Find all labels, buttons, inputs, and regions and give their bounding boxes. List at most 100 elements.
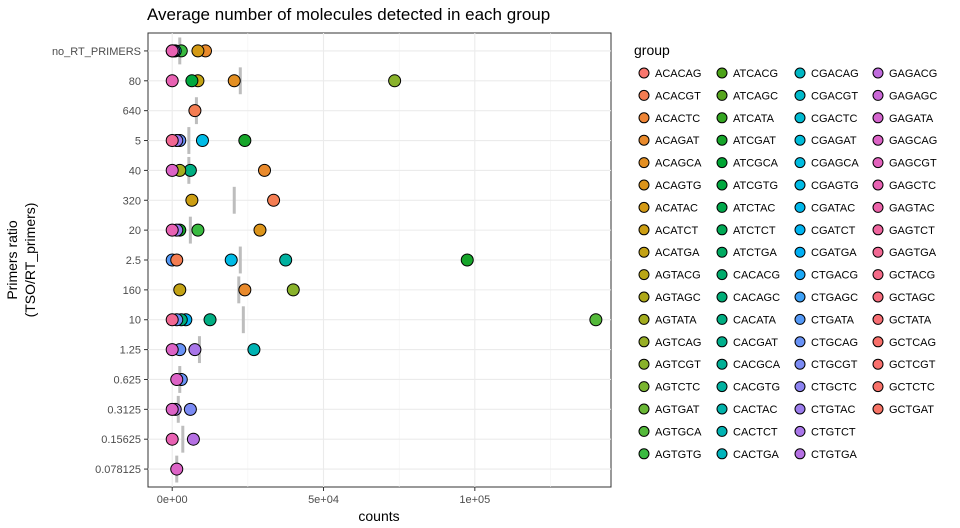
x-tick-label: 5e+04 — [308, 494, 339, 506]
y-tick-label: 20 — [129, 225, 141, 237]
legend-key — [716, 179, 728, 191]
legend-label: GAGTCT — [889, 225, 935, 237]
legend-key — [638, 336, 650, 348]
legend-key — [638, 425, 650, 437]
legend-label: CACGTG — [733, 382, 780, 394]
legend-key — [794, 448, 806, 460]
y-tick-label: 0.078125 — [95, 464, 141, 476]
legend-label: GCTGAT — [889, 404, 934, 416]
legend-key — [872, 67, 884, 79]
legend-label: AGTACG — [655, 270, 701, 282]
y-axis-title-line1: Primers ratio — [4, 220, 20, 300]
data-point — [165, 163, 179, 177]
data-point — [238, 283, 252, 297]
legend-label: CACGCA — [733, 359, 781, 371]
legend-label: CTGCGT — [811, 359, 858, 371]
legend-label: GAGAGC — [889, 90, 937, 102]
legend-label: ACAGAT — [655, 135, 700, 147]
legend-label: GAGCAG — [889, 135, 937, 147]
legend-key — [716, 246, 728, 258]
data-point — [170, 462, 184, 476]
legend-label: GCTATA — [889, 314, 932, 326]
legend-label: AGTGAT — [655, 404, 700, 416]
data-point — [173, 283, 187, 297]
legend-key — [872, 134, 884, 146]
legend-key — [794, 313, 806, 325]
y-tick-label: 1.25 — [120, 345, 141, 357]
x-tick-label: 0e+00 — [157, 494, 188, 506]
data-point — [224, 253, 238, 267]
legend-label: AGTGTG — [655, 449, 701, 461]
legend-key — [638, 246, 650, 258]
legend-key — [716, 134, 728, 146]
legend-key — [638, 179, 650, 191]
legend-key — [638, 201, 650, 213]
legend-label: ATCATA — [733, 113, 775, 125]
legend-label: ACATAC — [655, 202, 698, 214]
legend-label: CTGATA — [811, 314, 855, 326]
legend-label: ATCTAC — [733, 202, 775, 214]
legend-key — [872, 224, 884, 236]
legend-label: CGACAG — [811, 68, 859, 80]
y-axis-title-line2: (TSO/RT_primers) — [22, 203, 38, 318]
legend-label: ATCGTG — [733, 180, 778, 192]
data-point — [238, 134, 252, 148]
data-point — [165, 432, 179, 446]
legend-key — [794, 336, 806, 348]
data-point — [165, 343, 179, 357]
y-tick-label: 0.625 — [113, 374, 141, 386]
data-point — [258, 163, 272, 177]
data-point — [203, 313, 217, 327]
data-point — [170, 253, 184, 267]
legend-key — [872, 201, 884, 213]
data-point — [188, 104, 202, 118]
legend-label: CGATCT — [811, 225, 856, 237]
data-point — [165, 74, 179, 88]
data-point — [286, 283, 300, 297]
y-tick-label: 640 — [123, 106, 141, 118]
legend-key — [794, 403, 806, 415]
legend-label: CGAGCA — [811, 158, 859, 170]
legend-label: CACAGC — [733, 292, 780, 304]
legend-key — [716, 112, 728, 124]
legend-label: GAGACG — [889, 68, 937, 80]
data-point — [388, 74, 402, 88]
legend-key — [638, 112, 650, 124]
legend-key — [716, 358, 728, 370]
legend-key — [638, 403, 650, 415]
legend-key — [638, 358, 650, 370]
data-point — [183, 402, 197, 416]
data-point — [253, 223, 267, 237]
legend-key — [872, 179, 884, 191]
legend-label: CGAGTG — [811, 180, 859, 192]
legend-key — [872, 112, 884, 124]
legend-label: ACATGA — [655, 247, 700, 259]
legend-key — [872, 269, 884, 281]
chart-title: Average number of molecules detected in … — [147, 5, 550, 24]
legend-label: CACACG — [733, 270, 780, 282]
legend-key — [794, 269, 806, 281]
legend-key — [794, 201, 806, 213]
legend-label: CGAGAT — [811, 135, 857, 147]
data-point — [279, 253, 293, 267]
legend-key — [716, 448, 728, 460]
data-point — [195, 134, 209, 148]
legend-key — [794, 246, 806, 258]
legend-label: ACAGTG — [655, 180, 701, 192]
legend-label: CACTAC — [733, 404, 777, 416]
y-axis: no_RT_PRIMERS 80 640 5 40 320 20 2.5 160 10 1.25 0.… — [52, 46, 148, 476]
legend-label: ATCAGC — [733, 90, 778, 102]
legend-label: CTGCTC — [811, 382, 857, 394]
legend-label: CTGACG — [811, 270, 858, 282]
legend-key — [716, 224, 728, 236]
data-point — [188, 343, 202, 357]
legend-label: GCTAGC — [889, 292, 935, 304]
legend-key — [716, 336, 728, 348]
legend-label: AGTCAG — [655, 337, 701, 349]
legend-key — [638, 291, 650, 303]
legend-key — [872, 157, 884, 169]
data-point — [185, 74, 199, 88]
data-point — [165, 44, 179, 58]
legend-key — [638, 313, 650, 325]
